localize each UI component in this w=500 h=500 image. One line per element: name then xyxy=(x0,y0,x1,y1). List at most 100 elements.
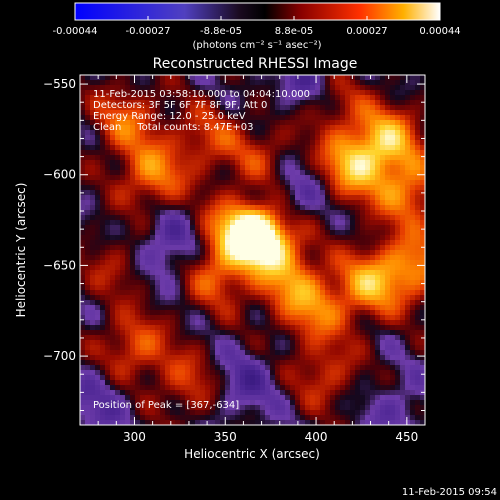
heatmap-cell xyxy=(95,230,101,236)
heatmap-cell xyxy=(110,115,116,121)
heatmap-cell xyxy=(410,75,416,81)
heatmap-cell xyxy=(280,340,286,346)
heatmap-cell xyxy=(290,200,296,206)
heatmap-cell xyxy=(280,235,286,241)
heatmap-cell xyxy=(350,410,356,416)
heatmap-cell xyxy=(315,285,321,291)
heatmap-cell xyxy=(160,140,166,146)
heatmap-cell xyxy=(185,125,191,131)
heatmap-cell xyxy=(130,180,136,186)
heatmap-cell xyxy=(80,205,86,211)
heatmap-cell xyxy=(225,130,231,136)
heatmap-cell xyxy=(320,395,326,401)
heatmap-cell xyxy=(185,200,191,206)
heatmap-cell xyxy=(275,175,281,181)
heatmap-cell xyxy=(240,160,246,166)
heatmap-cell xyxy=(325,95,331,101)
heatmap-cell xyxy=(410,305,416,311)
heatmap-cell xyxy=(115,380,121,386)
heatmap-cell xyxy=(375,360,381,366)
heatmap-cell xyxy=(240,170,246,176)
heatmap-cell xyxy=(365,205,371,211)
heatmap-cell xyxy=(290,310,296,316)
heatmap-cell xyxy=(345,325,351,331)
heatmap-cell xyxy=(330,225,336,231)
heatmap-cell xyxy=(315,245,321,251)
heatmap-cell xyxy=(360,165,366,171)
heatmap-cell xyxy=(355,135,361,141)
heatmap-cell xyxy=(195,410,201,416)
heatmap-cell xyxy=(370,150,376,156)
heatmap-cell xyxy=(340,95,346,101)
heatmap-cell xyxy=(410,360,416,366)
heatmap-cell xyxy=(345,85,351,91)
heatmap-cell xyxy=(245,390,251,396)
heatmap-cell xyxy=(395,400,401,406)
heatmap-cell xyxy=(185,115,191,121)
heatmap-cell xyxy=(345,365,351,371)
heatmap-cell xyxy=(315,240,321,246)
heatmap-cell xyxy=(120,80,126,86)
heatmap-cell xyxy=(275,280,281,286)
heatmap-cell xyxy=(180,155,186,161)
heatmap-cell xyxy=(230,130,236,136)
heatmap-cell xyxy=(295,225,301,231)
heatmap-cell xyxy=(410,330,416,336)
heatmap-cell xyxy=(330,415,336,421)
heatmap-cell xyxy=(145,320,151,326)
heatmap-cell xyxy=(330,105,336,111)
heatmap-cell xyxy=(195,240,201,246)
heatmap-cell xyxy=(100,280,106,286)
heatmap-cell xyxy=(155,310,161,316)
heatmap-cell xyxy=(125,135,131,141)
heatmap-cell xyxy=(120,235,126,241)
heatmap-cell xyxy=(360,175,366,181)
heatmap-cell xyxy=(225,305,231,311)
heatmap-cell xyxy=(225,170,231,176)
heatmap-cell xyxy=(150,90,156,96)
heatmap-cell xyxy=(110,375,116,381)
heatmap-cell xyxy=(375,365,381,371)
heatmap-cell xyxy=(365,275,371,281)
heatmap-cell xyxy=(375,375,381,381)
heatmap-cell xyxy=(355,345,361,351)
heatmap-cell xyxy=(295,155,301,161)
heatmap-cell xyxy=(115,355,121,361)
heatmap-cell xyxy=(380,260,386,266)
heatmap-cell xyxy=(265,95,271,101)
heatmap-cell xyxy=(195,210,201,216)
heatmap-cell xyxy=(110,215,116,221)
heatmap-cell xyxy=(115,370,121,376)
heatmap-cell xyxy=(385,160,391,166)
heatmap-cell xyxy=(100,195,106,201)
heatmap-cell xyxy=(385,250,391,256)
heatmap-cell xyxy=(300,215,306,221)
heatmap-cell xyxy=(110,330,116,336)
heatmap-cell xyxy=(245,255,251,261)
heatmap-cell xyxy=(335,125,341,131)
heatmap-cell xyxy=(370,115,376,121)
heatmap-cell xyxy=(355,335,361,341)
heatmap-cell xyxy=(170,370,176,376)
heatmap-cell xyxy=(100,300,106,306)
heatmap-cell xyxy=(370,155,376,161)
heatmap-cell xyxy=(285,335,291,341)
heatmap-cell xyxy=(395,255,401,261)
heatmap-cell xyxy=(395,260,401,266)
heatmap-cell xyxy=(420,165,425,171)
heatmap-cell xyxy=(140,415,146,421)
heatmap-cell xyxy=(185,265,191,271)
heatmap-cell xyxy=(345,215,351,221)
heatmap-cell xyxy=(240,315,246,321)
heatmap-cell xyxy=(290,420,296,425)
heatmap-cell xyxy=(245,270,251,276)
heatmap-cell xyxy=(215,260,221,266)
heatmap-cell xyxy=(410,420,416,425)
heatmap-cell xyxy=(190,295,196,301)
heatmap-cell xyxy=(220,115,226,121)
heatmap-cell xyxy=(170,230,176,236)
heatmap-cell xyxy=(140,400,146,406)
heatmap-cell xyxy=(315,140,321,146)
heatmap-cell xyxy=(310,370,316,376)
heatmap-cell xyxy=(385,115,391,121)
